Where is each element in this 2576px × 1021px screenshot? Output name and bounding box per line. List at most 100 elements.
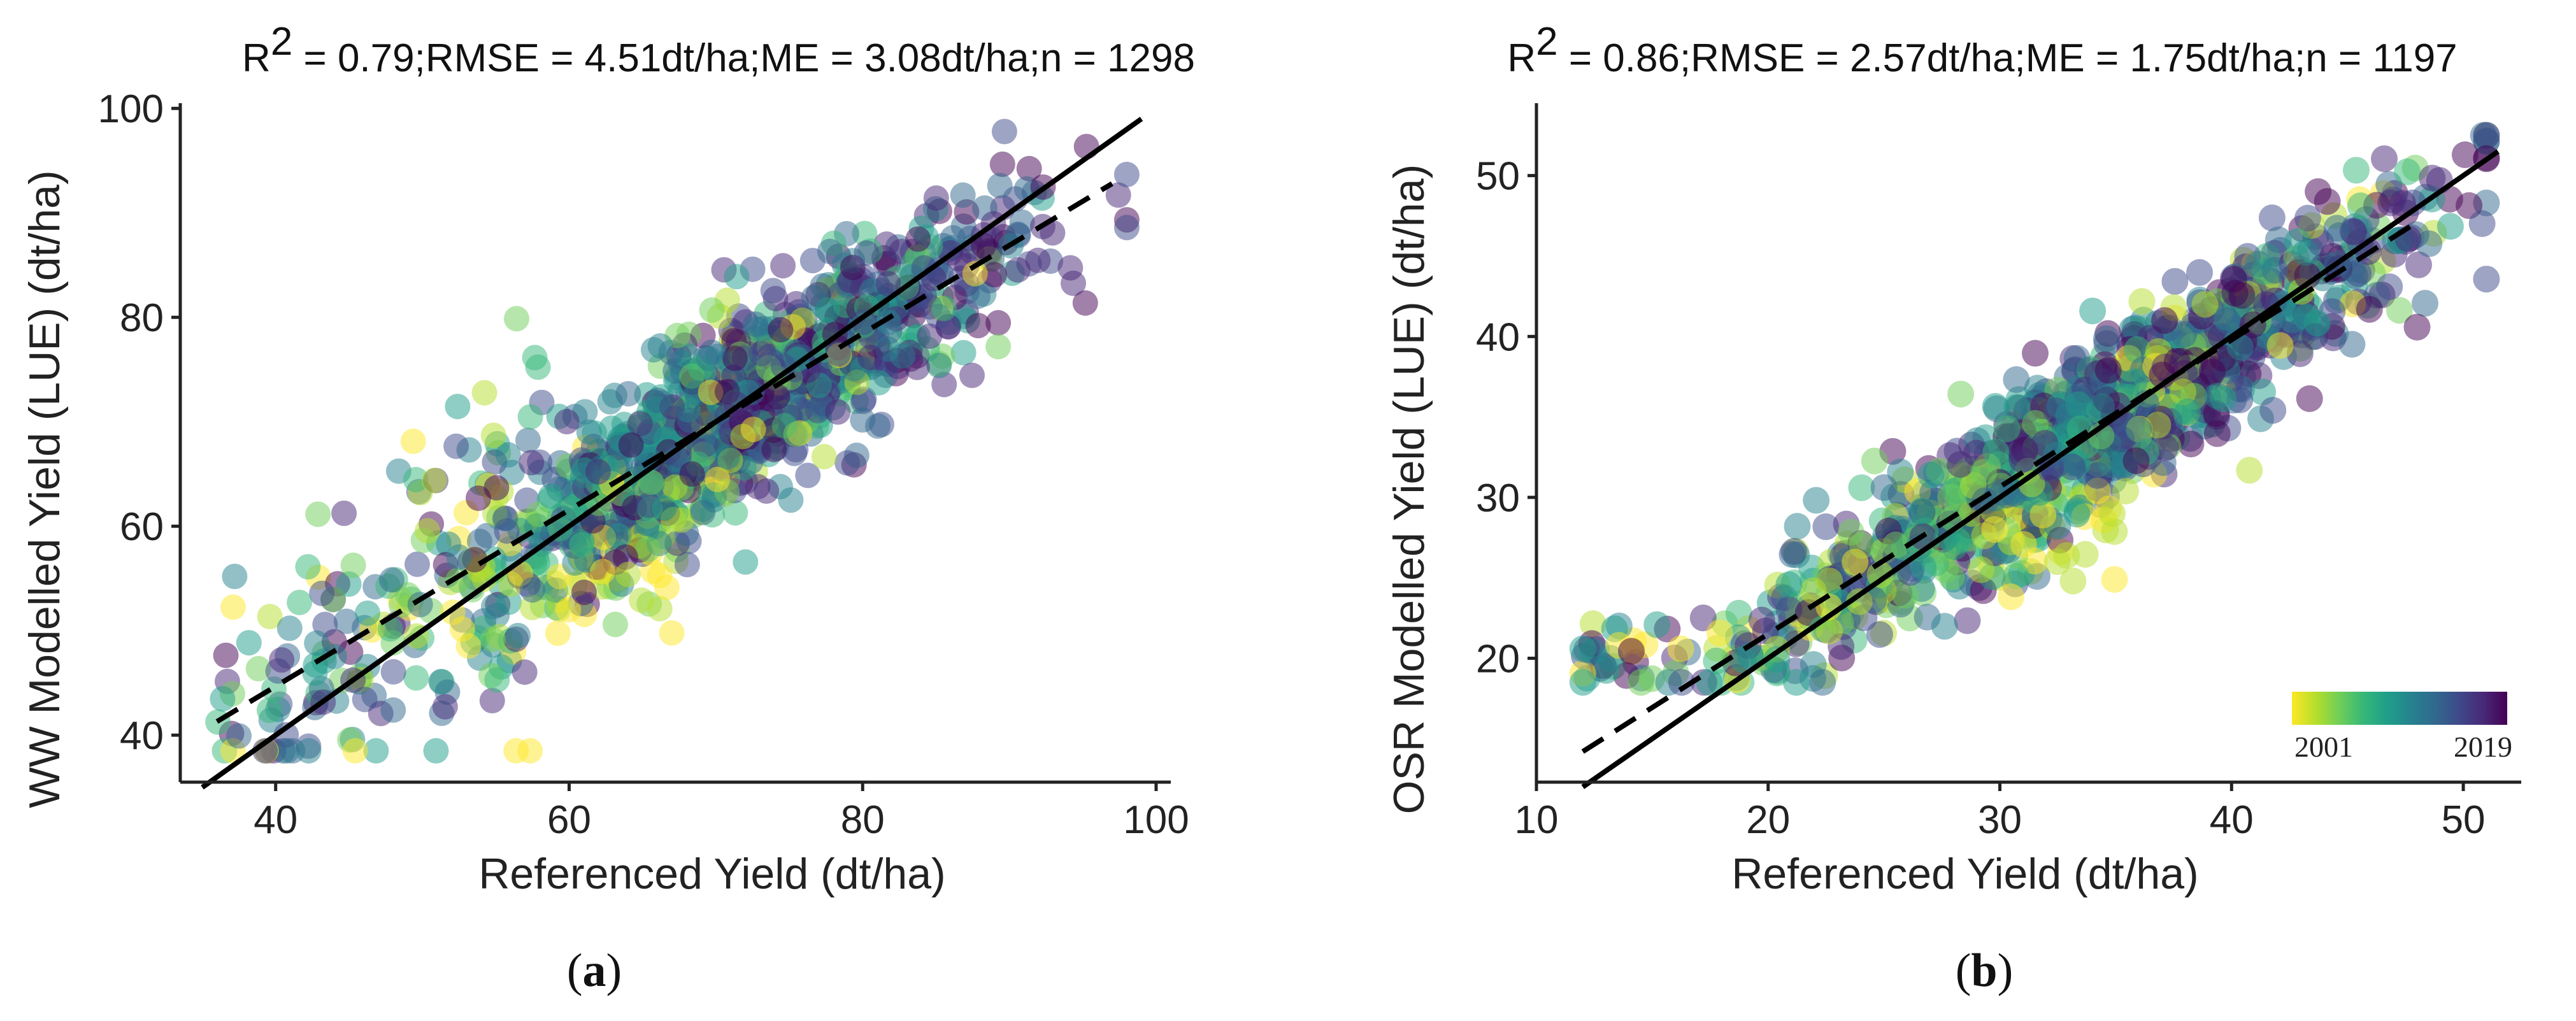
scatter-point bbox=[1970, 459, 1997, 486]
scatter-point bbox=[857, 345, 884, 371]
scatter-point bbox=[866, 369, 892, 396]
scatter-point bbox=[890, 343, 916, 369]
scatter-point bbox=[911, 255, 937, 281]
scatter-point bbox=[931, 296, 957, 322]
scatter-point bbox=[342, 738, 368, 764]
x-tick-label: 10 bbox=[1515, 798, 1559, 842]
scatter-point bbox=[1618, 638, 1645, 665]
scatter-point bbox=[991, 118, 1017, 145]
scatter-point bbox=[2151, 307, 2179, 334]
scatter-point bbox=[517, 404, 543, 430]
scatter-point bbox=[987, 173, 1013, 199]
scatter-point bbox=[1016, 155, 1042, 182]
x-tick-label: 60 bbox=[547, 798, 591, 842]
scatter-point bbox=[421, 468, 447, 494]
scatter-point bbox=[213, 642, 239, 668]
one-to-one-line bbox=[1581, 149, 2500, 789]
scatter-point bbox=[1922, 549, 1950, 576]
scatter-point bbox=[245, 655, 271, 682]
scatter-point bbox=[1072, 290, 1098, 316]
scatter-point bbox=[2303, 310, 2331, 337]
scatter-point bbox=[2451, 141, 2479, 168]
scatter-point bbox=[403, 467, 429, 492]
scatter-point bbox=[875, 271, 901, 297]
x-tick-label: 100 bbox=[1123, 798, 1189, 842]
scatter-point bbox=[615, 381, 641, 407]
y-tick-label: 40 bbox=[120, 714, 164, 758]
scatter-point bbox=[304, 630, 330, 656]
scatter-point bbox=[1982, 438, 2010, 466]
scatter-point bbox=[1780, 538, 1807, 565]
scatter-point bbox=[696, 345, 722, 371]
scatter-point bbox=[2258, 204, 2286, 231]
scatter-point bbox=[2186, 259, 2213, 286]
one-to-one-line bbox=[201, 117, 1143, 790]
scatter-point bbox=[432, 694, 458, 720]
scatter-point bbox=[2029, 501, 2057, 529]
scatter-point bbox=[1809, 669, 1836, 696]
scatter-point bbox=[674, 552, 700, 578]
scatter-point bbox=[825, 399, 851, 425]
scatter-point bbox=[760, 278, 786, 304]
scatter-point bbox=[423, 738, 449, 764]
panel-b: R2 = 0.86;RMSE = 2.57dt/ha;ME = 1.75dt/h… bbox=[1385, 20, 2521, 997]
scatter-point bbox=[1861, 447, 1888, 475]
scatter-point bbox=[754, 478, 780, 504]
scatter-point bbox=[627, 411, 653, 437]
scatter-point bbox=[2376, 273, 2403, 301]
scatter-point bbox=[1703, 647, 1730, 675]
scatter-point bbox=[1668, 669, 1695, 696]
scatter-point bbox=[466, 485, 491, 511]
scatter-point bbox=[748, 341, 775, 367]
scatter-point bbox=[962, 261, 988, 287]
scatter-point bbox=[715, 444, 740, 470]
scatter-point bbox=[679, 461, 705, 487]
x-tick-label: 30 bbox=[1978, 798, 2022, 842]
scatter-point bbox=[333, 608, 359, 634]
scatter-point bbox=[1993, 415, 2021, 443]
scatter-point bbox=[931, 371, 957, 397]
y-tick-label: 60 bbox=[120, 505, 164, 549]
panel-label-a: (a) bbox=[567, 945, 622, 997]
scatter-point bbox=[571, 580, 597, 605]
scatter-point bbox=[923, 185, 949, 211]
scatter-point bbox=[690, 499, 716, 525]
scatter-point bbox=[296, 738, 322, 764]
scatter-point bbox=[1842, 548, 1869, 576]
scatter-point bbox=[2436, 213, 2464, 240]
scatter-point bbox=[443, 433, 469, 459]
scatter-point bbox=[2003, 366, 2030, 393]
scatter-point bbox=[428, 669, 454, 695]
scatter-point bbox=[1628, 669, 1655, 696]
scatter-point bbox=[403, 665, 429, 691]
scatter-point bbox=[355, 600, 380, 626]
scatter-point bbox=[1667, 635, 1694, 662]
scatter-point bbox=[692, 431, 719, 457]
scatter-point bbox=[815, 297, 841, 323]
scatter-point bbox=[926, 352, 952, 378]
scatter-point bbox=[302, 660, 328, 686]
scatter-point bbox=[2059, 453, 2086, 481]
scatter-point bbox=[492, 506, 518, 532]
scatter-point bbox=[1113, 162, 1140, 187]
scatter-point bbox=[1706, 619, 1733, 646]
scatter-point bbox=[1931, 613, 1958, 640]
scatter-point bbox=[2203, 420, 2231, 447]
scatter-point bbox=[503, 738, 529, 764]
scatter-point bbox=[2191, 290, 2219, 318]
x-tick-label: 40 bbox=[2210, 798, 2254, 842]
scatter-point bbox=[2094, 357, 2122, 384]
x-axis-label-b: Referenced Yield (dt/ha) bbox=[1731, 850, 2198, 898]
scatter-point bbox=[2099, 500, 2126, 527]
scatter-point bbox=[795, 462, 821, 489]
scatter-point bbox=[555, 597, 582, 623]
scatter-point bbox=[615, 561, 641, 587]
scatter-point bbox=[1803, 487, 1830, 514]
y-tick-label: 40 bbox=[1476, 315, 1520, 359]
scatter-point bbox=[538, 483, 564, 509]
scatter-point bbox=[1783, 669, 1810, 696]
scatter-point bbox=[2101, 566, 2128, 593]
scatter-point bbox=[2245, 250, 2272, 278]
scatter-point bbox=[2403, 313, 2431, 341]
scatter-point bbox=[363, 738, 389, 764]
